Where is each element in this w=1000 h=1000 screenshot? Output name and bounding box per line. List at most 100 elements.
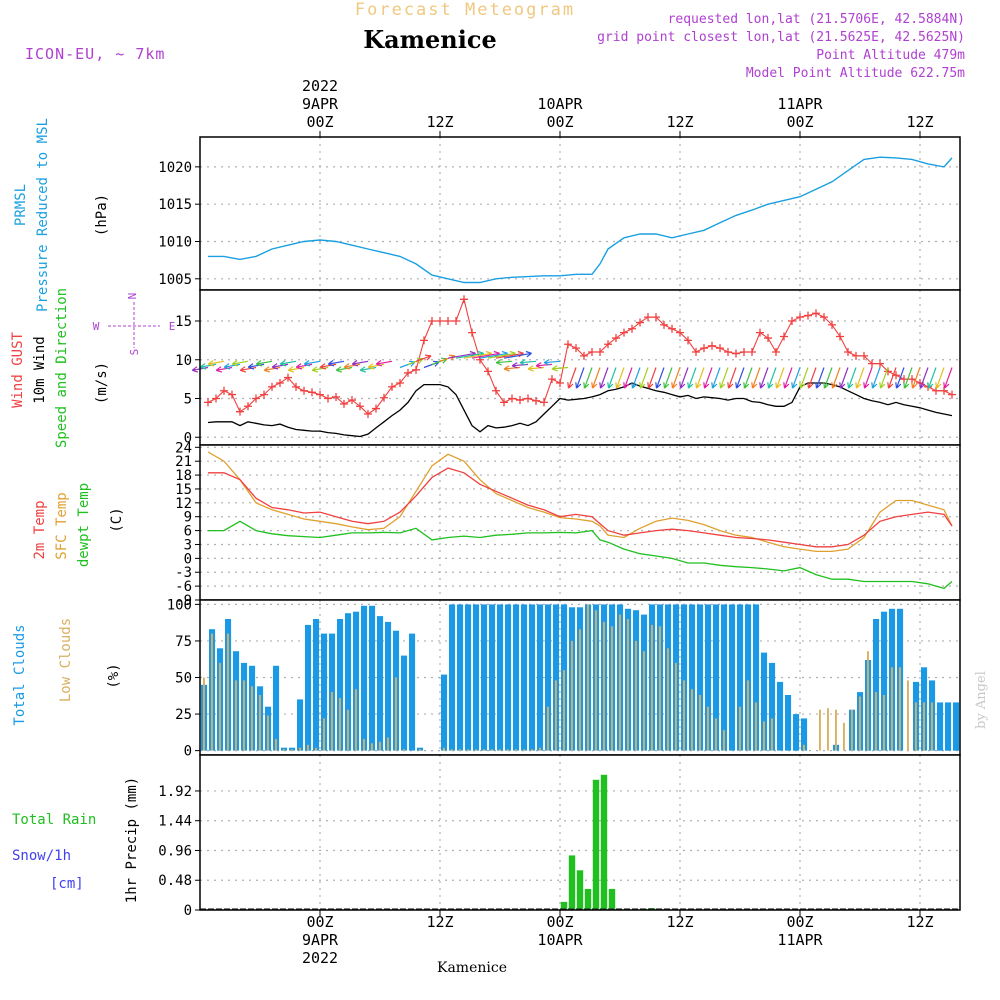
temperature-ytick-label: 18 [175,468,192,484]
low-cloud-bar [403,749,405,751]
low-cloud-bar [707,706,709,751]
snow-unit-label: [cm] [50,876,84,892]
low-cloud-bar [691,689,693,751]
low-cloud-bar [227,633,229,751]
wind-direction-arrow [703,367,713,389]
total-cloud-bar [401,655,408,751]
low-cloud-bar [451,749,453,751]
wind-direction-arrow [751,367,761,389]
clouds-unit: (%) [106,663,122,688]
wind-ytick-label: 0 [184,430,192,446]
precip-ytick-label: 0.48 [158,873,192,889]
gust-marker [260,390,268,399]
gust-marker [900,375,908,384]
gust-marker [948,390,956,399]
time-label-bottom: 00Z [546,913,573,931]
rain-bar [560,901,568,910]
wind-direction-arrow [295,363,313,370]
wind-direction-arrow [271,363,289,370]
gust-marker [756,328,764,337]
low-cloud-bar [763,721,765,751]
wind-direction-arrow [415,354,432,362]
wind-direction-arrow [335,366,353,373]
gust-marker [852,351,860,360]
total-cloud-bar [297,699,304,751]
gust-marker [732,349,740,358]
gust-marker [572,344,580,353]
rain-bar [592,779,600,910]
gust-marker [484,367,492,376]
wind-direction-arrow [847,367,857,389]
gust-marker [244,402,252,411]
gust-marker [708,341,716,350]
gust-marker [420,336,428,345]
model-label: ICON-EU, ~ 7km [25,45,165,63]
gust-marker [356,402,364,411]
pressure-ytick-label: 1015 [158,197,192,213]
low-cloud-bar [275,738,277,751]
total-cloud-bar [729,604,736,751]
wind-direction-arrow [919,367,929,389]
total-cloud-bar [761,652,768,751]
wind-panel-bg [200,290,960,445]
gust-marker [364,410,372,418]
wind-direction-arrow [799,367,809,389]
compass-e: E [169,320,176,333]
rain-bar [608,888,616,910]
wind-10m-line [207,382,953,438]
snow-label: Snow/1h [12,848,71,864]
pressure-unit: (hPa) [94,194,110,236]
time-label-top: 2022 [302,77,338,95]
gust-marker [252,394,260,403]
time-label-top: 00Z [546,113,573,131]
total-cloud-bar [281,747,288,751]
point-altitude: Point Altitude 479m [816,48,965,63]
total-cloud-bar [777,681,784,751]
wind-direction-arrow [247,363,265,370]
temp-unit: (C) [109,507,125,532]
wind-direction-arrow [911,367,921,389]
gust-marker [908,375,916,384]
pressure-line [208,156,953,284]
total-cloud-bar [337,619,344,751]
gust-marker [684,336,692,345]
low-cloud-bar [547,706,549,751]
wind-direction-arrow [719,367,729,389]
wind-direction-arrow [239,366,257,373]
wind-direction-arrow [879,367,889,389]
precip-ytick-label: 1.92 [158,784,192,800]
gust-marker [404,368,412,377]
total-cloud-bar [473,604,480,751]
gust-marker [788,317,796,325]
total-cloud-bar [801,718,808,751]
gust-marker [524,394,532,403]
wind-direction-arrow [775,367,785,389]
low-cloud-bar [539,747,541,751]
time-label-top: 12Z [426,113,453,131]
time-label-bottom: 2022 [302,949,338,967]
gust-marker [604,340,612,349]
gust-marker [804,311,812,320]
total-cloud-bar [489,604,496,751]
low-cloud-bar [883,695,885,751]
low-cloud-bar [891,667,893,751]
temperature-ytick-label: 15 [175,482,192,498]
pressure-ytick-label: 1020 [158,160,192,176]
wind-direction-arrow [831,367,841,389]
wind-direction-arrow [943,367,953,389]
low-cloud-bar [595,610,597,751]
grid-point-coords: grid point closest lon,lat (21.5625E, 42… [597,30,965,45]
gust-marker [596,348,604,356]
gust-marker [308,388,316,397]
low-cloud-bar [931,702,933,751]
wind-direction-arrow [887,367,897,389]
gust-marker [812,309,820,318]
low-cloud-bar [307,744,309,751]
wind-direction-arrow [623,367,633,389]
clouds-ytick-label: 0 [184,744,192,760]
gust-marker [724,348,732,356]
gust-marker [652,313,660,322]
total-cloud-bar [753,604,760,751]
low-cloud-bar [587,604,589,751]
